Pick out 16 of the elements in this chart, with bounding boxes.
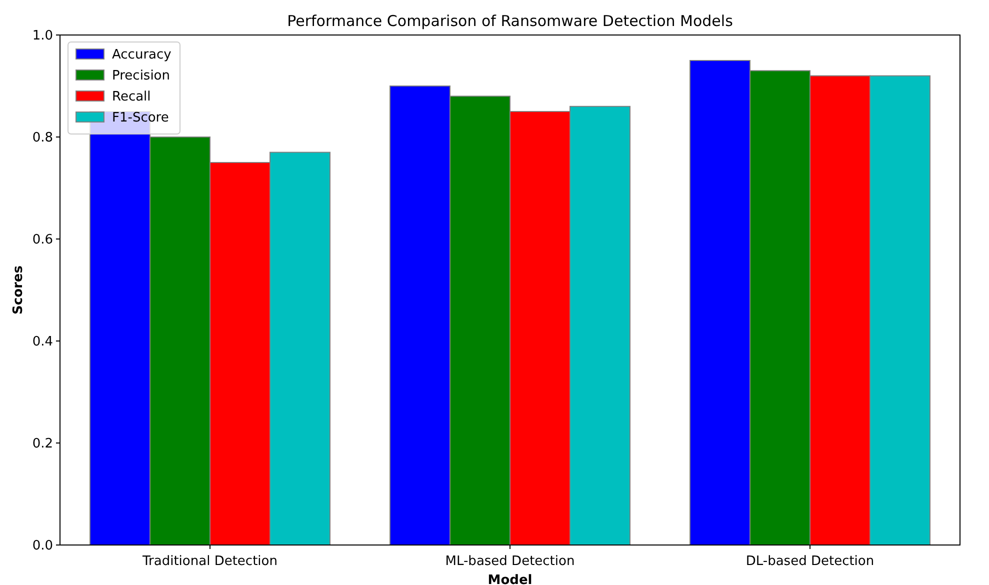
y-tick-label: 0.6 <box>32 232 53 248</box>
legend-label: Accuracy <box>112 48 172 63</box>
legend-label: Recall <box>112 90 151 105</box>
y-tick-label: 0.0 <box>32 538 53 554</box>
chart-title: Performance Comparison of Ransomware Detection Models <box>287 12 734 30</box>
y-tick-label: 1.0 <box>32 28 53 44</box>
y-tick-label: 0.8 <box>32 130 53 146</box>
x-tick-label: Traditional Detection <box>142 554 278 569</box>
x-tick-label: ML-based Detection <box>445 554 575 569</box>
legend-label: F1-Score <box>112 110 169 126</box>
legend-label: Precision <box>112 68 170 84</box>
y-tick-label: 0.2 <box>32 436 53 452</box>
x-axis-title: Model <box>488 573 532 585</box>
y-tick-label: 0.4 <box>32 334 53 350</box>
y-axis-title: Scores <box>11 265 26 314</box>
x-tick-label: DL-based Detection <box>746 554 874 569</box>
